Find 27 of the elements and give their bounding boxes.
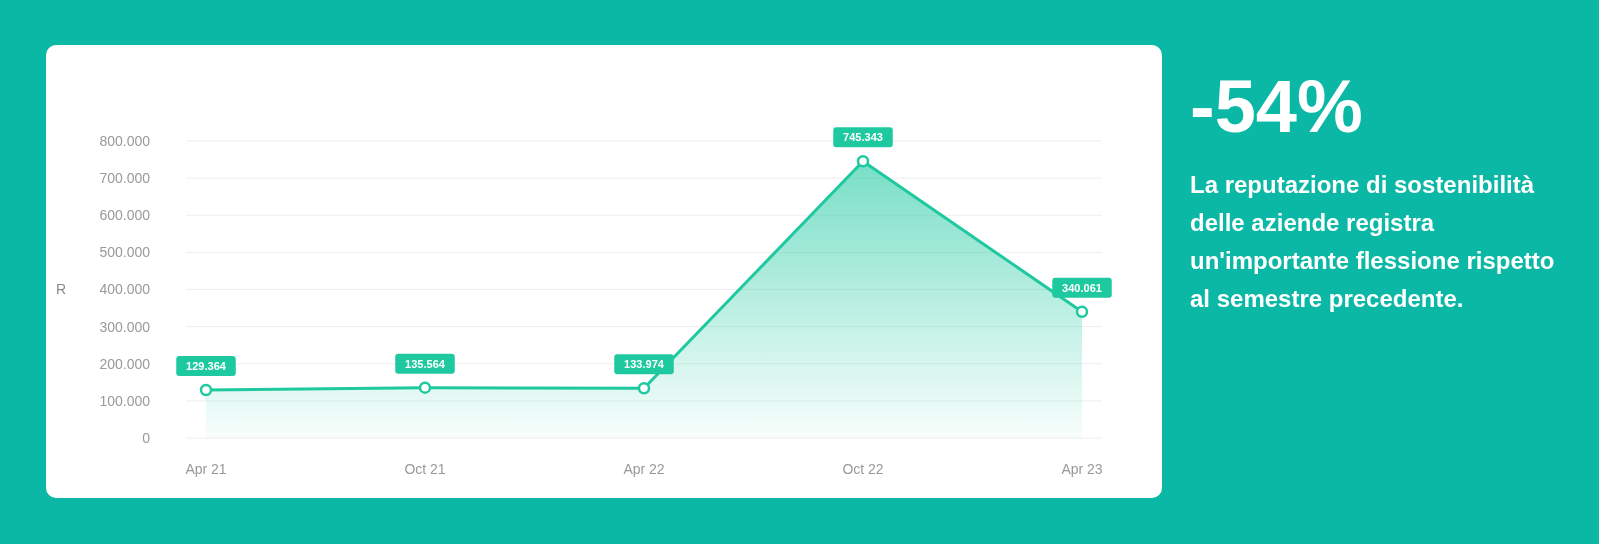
y-tick-label: 500.000	[99, 244, 151, 261]
point	[1075, 305, 1089, 318]
data-label: 133.974	[624, 358, 665, 371]
y-tick-label: 100.000	[99, 392, 151, 409]
y-tick-label: 0	[142, 429, 151, 446]
data-label: 340.061	[1062, 281, 1102, 294]
y-axis-title: R	[56, 281, 67, 298]
x-tick-label: Apr 21	[185, 460, 227, 477]
y-tick-label: 200.000	[99, 355, 151, 372]
point	[418, 381, 432, 394]
y-tick-label: 400.000	[99, 281, 151, 298]
y-tick-label: 700.000	[99, 170, 151, 187]
data-label: 129.364	[186, 359, 227, 372]
point	[199, 383, 213, 397]
point	[856, 155, 870, 168]
point	[637, 382, 651, 395]
text: -54%	[1190, 64, 1364, 150]
y-tick-label: 600.000	[99, 207, 151, 224]
y-tick-label: 300.000	[99, 318, 151, 335]
text: La reputazione di sostenibilità delle aziende registra un'importante flessione rispetto al semestre precedente.	[1190, 170, 1556, 314]
data-label: 135.564	[405, 357, 446, 370]
x-tick-label: Apr 23	[1061, 460, 1103, 477]
y-tick-label: 800.000	[99, 132, 151, 149]
x-tick-label: Oct 21	[404, 460, 446, 477]
data-label: 745.343	[843, 131, 883, 144]
x-tick-label: Apr 22	[623, 460, 665, 477]
x-tick-label: Oct 22	[842, 460, 884, 477]
